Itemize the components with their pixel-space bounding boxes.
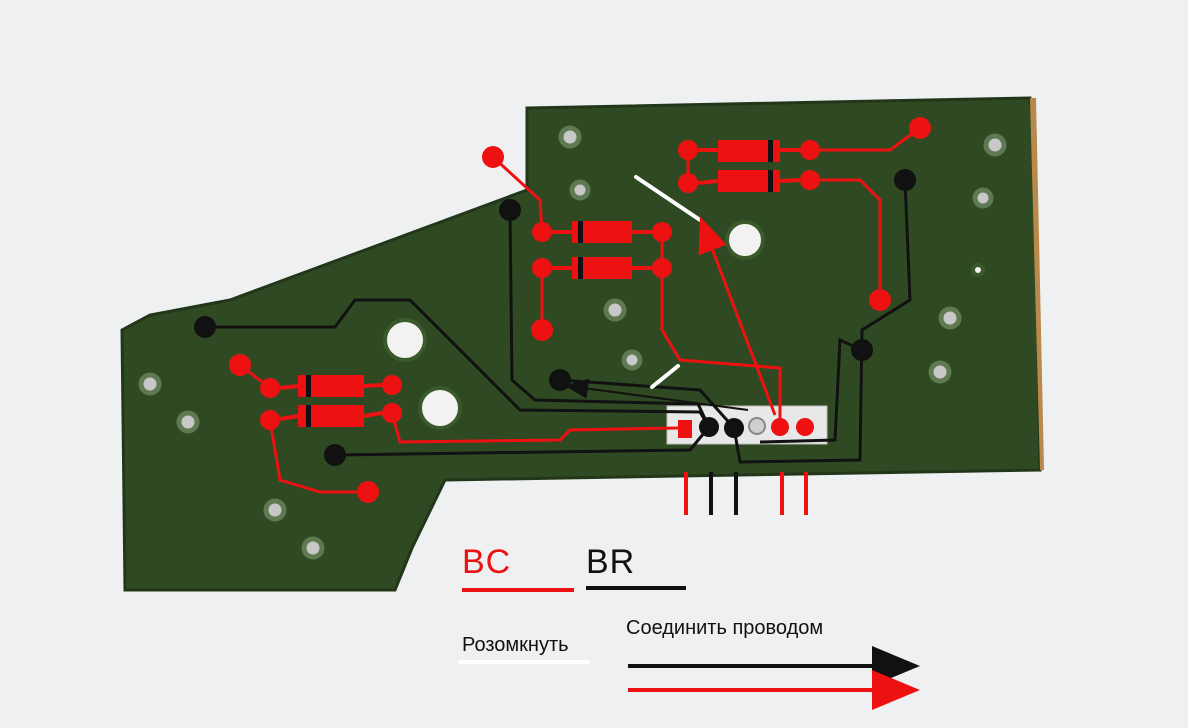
bc-pad xyxy=(482,146,504,168)
br-pad xyxy=(499,199,521,221)
bc-pad xyxy=(229,354,251,376)
bc-pads xyxy=(229,117,931,503)
diode xyxy=(260,375,402,398)
solder-pad xyxy=(176,410,200,434)
diodes xyxy=(260,140,820,430)
pcb-board xyxy=(120,96,1044,592)
solder-pad xyxy=(558,125,582,149)
open-label: Розомкнуть xyxy=(462,634,569,656)
br-pad xyxy=(549,369,571,391)
br-pad xyxy=(894,169,916,191)
bc-pad xyxy=(531,319,553,341)
mounting-holes xyxy=(383,220,985,430)
br-pad xyxy=(851,339,873,361)
hole xyxy=(418,386,462,430)
solder-pad xyxy=(621,349,643,371)
bc-pad xyxy=(869,289,891,311)
solder-pad xyxy=(972,187,994,209)
diode xyxy=(532,257,672,279)
bc-label: BC xyxy=(462,543,512,581)
solder-pad xyxy=(983,133,1007,157)
br-label: BR xyxy=(586,543,636,581)
diode xyxy=(678,140,820,162)
legend-graphics xyxy=(458,586,920,710)
hole xyxy=(383,318,427,362)
solder-pad xyxy=(138,372,162,396)
black-jumper xyxy=(564,378,749,411)
bc-pad xyxy=(357,481,379,503)
connector-leads xyxy=(684,472,808,515)
br-traces xyxy=(205,179,912,464)
solder-pad xyxy=(938,306,962,330)
hole xyxy=(725,220,765,260)
cut-mark xyxy=(650,364,680,389)
connect-label: Соединить проводом xyxy=(626,617,824,639)
red-jumper xyxy=(698,216,777,416)
diode xyxy=(260,403,402,430)
br-pad xyxy=(324,444,346,466)
solder-pads xyxy=(138,125,1007,560)
jumper-wires xyxy=(564,216,777,416)
solder-pad xyxy=(603,298,627,322)
solder-pad xyxy=(569,179,591,201)
diode xyxy=(678,170,820,193)
cut-marks xyxy=(634,175,702,389)
bc-pad xyxy=(909,117,931,139)
br-pads xyxy=(194,169,916,466)
br-pad xyxy=(194,316,216,338)
cut-mark xyxy=(634,175,702,222)
diode xyxy=(532,221,672,243)
hole xyxy=(971,263,985,277)
solder-pad xyxy=(928,360,952,384)
solder-pad xyxy=(263,498,287,522)
solder-pad xyxy=(301,536,325,560)
